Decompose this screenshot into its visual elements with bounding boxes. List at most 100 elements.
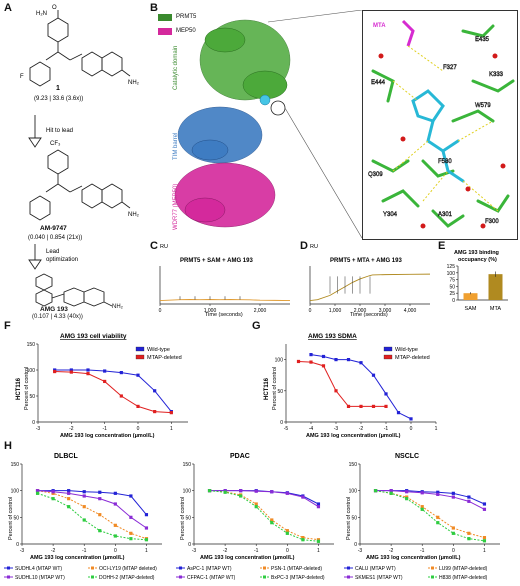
y-tick-label: 0 [188, 542, 191, 548]
x-tick-label: -3 [20, 548, 25, 554]
y-tick-label: 0 [280, 420, 283, 426]
series-point [409, 417, 413, 421]
series-point [420, 507, 424, 511]
panel-h-xlabel-2: AMG 193 log concentration (μmol/L) [200, 555, 295, 561]
series-point [69, 370, 73, 374]
legend-label: OCI-LY19 (MTAP deleted) [99, 566, 157, 572]
series-point [451, 495, 455, 499]
panel-b-structure: Catalytic domain TIM barrel WDR77 (MEP50… [173, 10, 363, 238]
series-point [113, 523, 117, 527]
residue-w579: W579 [475, 103, 491, 109]
atom-nh2-3: NH₂ [112, 304, 123, 310]
cmpd1-ring-d [101, 51, 123, 77]
panel-d-plot: 0 1,000 2,000 3,000 4,000 [309, 266, 431, 314]
y-tick-label: 50 [449, 284, 455, 290]
series-point [384, 404, 388, 408]
series-line [298, 360, 386, 407]
series-point [169, 411, 173, 415]
atom-f: F [20, 74, 24, 80]
series-line [54, 371, 172, 414]
panel-label-a: A [4, 2, 12, 14]
series-point [51, 490, 55, 494]
panel-h-xlabel-1: AMG 193 log concentration (μmol/L) [30, 555, 125, 561]
series-point [35, 491, 40, 495]
x-tick-label: -3 [36, 426, 41, 432]
arrow1-label: Hit to lead [46, 128, 73, 134]
legend-label: MTAP-deleted [147, 355, 182, 361]
cmpd2-ring-c [81, 183, 103, 209]
legend-label-mep50: MEP50 [176, 28, 196, 34]
panel-h-plot-dlbcl: 0 50 100 150 -3 -2 -1 0 1 [11, 462, 162, 554]
panel-h-subtitle-pdac: PDAC [230, 453, 250, 460]
series-point [129, 494, 133, 498]
series-point [467, 531, 471, 535]
domain-label-tim: TIM barrel [173, 133, 179, 160]
series-point [53, 369, 57, 374]
legend-label: BxPC-3 (MTAP-deleted) [271, 575, 325, 581]
legend-label: DOHH-2 (MTAP-deleted) [99, 575, 155, 581]
series-point [98, 513, 102, 517]
y-tick-label: 0 [32, 420, 35, 426]
panel-d-title: PRMT5 + MTA + AMG 193 [330, 258, 402, 264]
x-tick-label: 0 [410, 426, 413, 432]
legend-label: CALU (MTAP WT) [355, 566, 396, 572]
x-tick-label: -5 [284, 426, 289, 432]
series-point [129, 531, 133, 535]
x-tick-label: 1 [435, 426, 438, 432]
series-point [254, 489, 258, 493]
series-point [451, 526, 455, 530]
legend-marker [347, 566, 350, 570]
series-point [67, 491, 71, 495]
cmpd2-ring-b [29, 195, 51, 221]
series-point [67, 489, 71, 493]
panel-a-amg193 [35, 273, 113, 307]
series-point [482, 502, 487, 506]
series-point [144, 538, 149, 542]
series-point [67, 497, 71, 501]
series-point [270, 518, 274, 522]
legend-marker [431, 575, 434, 579]
legend-label: Wild-type [147, 347, 170, 353]
x-tick-label: 0 [452, 548, 455, 554]
series-point [98, 497, 102, 501]
x-tick-label: 1 [145, 548, 148, 554]
x-tick-label: -1 [384, 426, 389, 432]
series-point [144, 526, 149, 530]
panel-e-bar-mta [488, 274, 503, 300]
cmpd1-ring-b [29, 61, 51, 87]
series-point [82, 505, 86, 509]
series-point [371, 373, 376, 377]
series-point [316, 538, 321, 542]
y-tick-label: 25 [449, 291, 455, 297]
series-point [119, 371, 123, 375]
panel-f-plot: 0 50 100 150 -3 -2 -1 0 1 Wild-type MTAP-deleted [27, 342, 188, 432]
legend-marker [91, 566, 94, 570]
legend-marker [431, 566, 434, 570]
y-tick-label: 100 [349, 489, 358, 495]
x-tick-label: 0 [137, 426, 140, 432]
series-point [98, 529, 102, 533]
series-line [37, 490, 147, 515]
series-line [209, 490, 319, 541]
panel-c-plot: 0 1,000 2,000 [159, 266, 291, 314]
series-point [103, 369, 107, 373]
series-point [346, 404, 351, 408]
x-tick-label: -1 [420, 548, 425, 554]
x-tick-label: -2 [51, 548, 56, 554]
series-point [405, 497, 409, 501]
x-tick-label: -1 [102, 426, 107, 432]
series-point [396, 411, 401, 415]
series-point [136, 404, 140, 408]
legend-marker [179, 575, 182, 579]
cmpd2-values: (0.040 | 0.854 (21x)) [28, 235, 82, 241]
series-point [119, 394, 123, 398]
panel-label-d: D [300, 240, 308, 252]
series-point [301, 536, 305, 540]
x-tick-label: 1 [317, 548, 320, 554]
series-line [209, 490, 319, 508]
binding-pocket-inset: MTA E435 F327 K333 E444 W579 Q309 F580 Y… [362, 10, 518, 240]
series-line [375, 490, 485, 542]
series-point [223, 489, 227, 493]
series-point [359, 404, 363, 408]
series-point [153, 410, 157, 414]
